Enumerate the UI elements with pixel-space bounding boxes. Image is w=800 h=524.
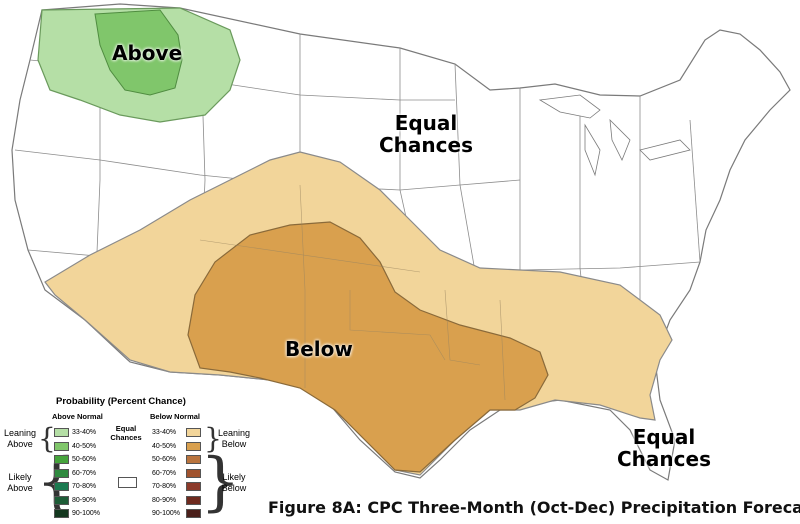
legend-below-header: Below Normal [150, 412, 201, 421]
label-above: Above [112, 41, 183, 65]
legend-below-row-label: 50-60% [152, 456, 177, 463]
legend-likely-above: Likely Above [7, 472, 33, 493]
legend-below-row-label: 90-100% [152, 510, 181, 517]
legend-above-row-swatch [54, 455, 69, 464]
label-equal-chances-north: Equal Chances [379, 111, 473, 157]
region-above-40-50 [94, 9, 183, 96]
label-equal-chances-southeast: Equal Chances [617, 425, 711, 471]
legend-above-row-label: 50-60% [72, 456, 97, 463]
great-lakes [538, 94, 691, 177]
legend-above-header: Above Normal [52, 412, 103, 421]
figure-caption: Figure 8A: CPC Three-Month (Oct-Dec) Pre… [268, 498, 800, 517]
legend-leaning-below: Leaning Below [217, 428, 251, 449]
legend-above-row-label: 60-70% [72, 469, 97, 477]
legend-below-row-swatch [186, 455, 201, 464]
legend-above-row-label: 90-100% [72, 510, 101, 517]
legend-above-row-swatch [54, 441, 69, 451]
legend-above-row-swatch [54, 495, 69, 505]
legend-equal-chances: Equal Chances [110, 424, 142, 442]
legend-below-row-swatch [186, 482, 201, 491]
legend-below-row-swatch [186, 468, 201, 478]
legend-above-row-label: 33-40% [72, 429, 97, 436]
legend-above-row-swatch [54, 428, 69, 437]
legend-below-row-label: 40-50% [152, 442, 177, 450]
legend-below-row-label: 33-40% [152, 429, 177, 436]
legend-below-row-label: 70-80% [152, 483, 177, 490]
legend-below-row-label: 80-90% [152, 496, 177, 504]
legend-above-row-swatch [54, 482, 69, 491]
legend-below-row-label: 60-70% [152, 469, 177, 477]
legend-title: Probability (Percent Chance) [56, 396, 186, 407]
legend-below-row-swatch [186, 495, 201, 505]
legend-below-row-swatch [186, 441, 201, 451]
region-below-40-50 [187, 221, 549, 473]
brace-leaning-above: { [38, 422, 56, 455]
legend-likely-below: Likely Below [221, 472, 247, 493]
legend-above-row-label: 40-50% [72, 442, 97, 450]
legend-above-row-swatch [54, 509, 69, 518]
legend: Probability (Percent Chance) Above Norma… [0, 392, 250, 524]
legend-leaning-above: Leaning Above [3, 428, 37, 449]
legend-above-row-label: 70-80% [72, 483, 97, 490]
legend-below-row-swatch [186, 428, 201, 437]
legend-below-row-swatch [186, 509, 201, 518]
legend-equal-swatch [118, 477, 137, 488]
legend-above-row-label: 80-90% [72, 496, 97, 504]
legend-above-row-swatch [54, 468, 69, 478]
label-below: Below [285, 337, 353, 361]
